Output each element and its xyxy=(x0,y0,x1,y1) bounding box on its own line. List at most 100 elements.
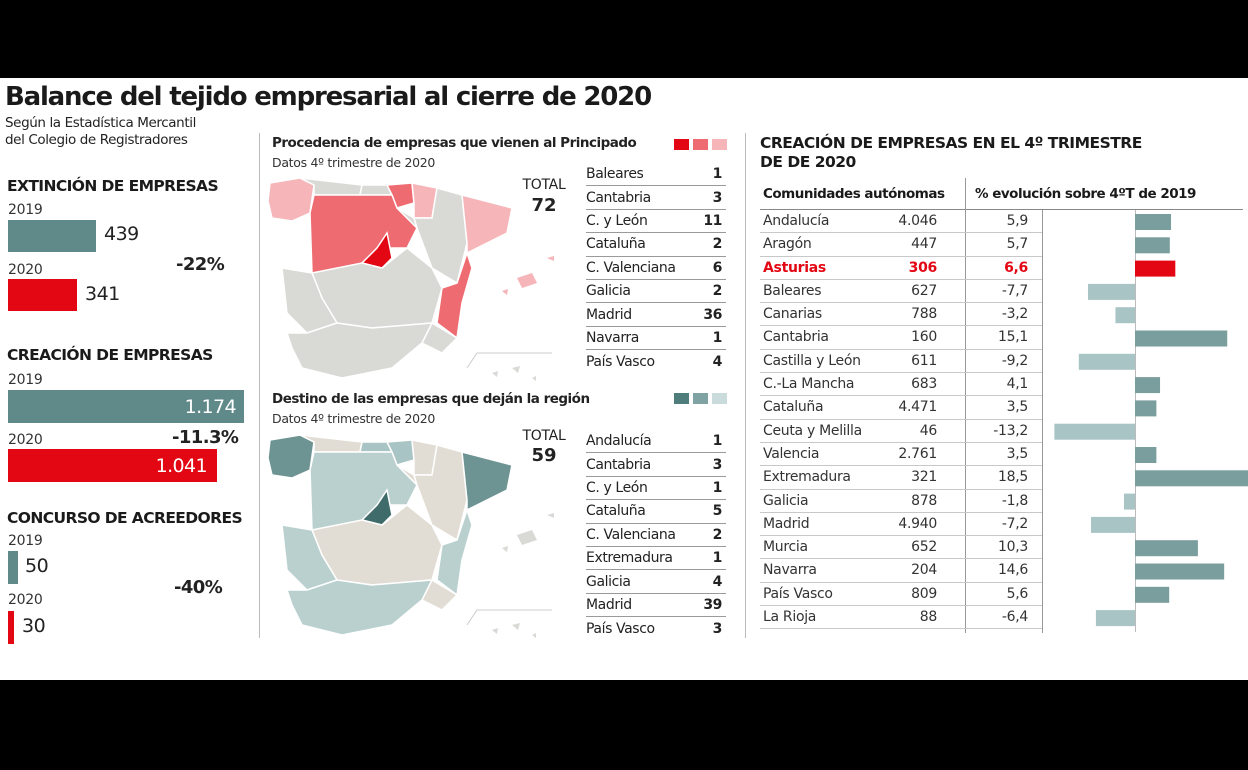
map-canarias-frame xyxy=(466,609,552,626)
procedencia-row: Baleares 1 xyxy=(586,163,726,187)
region-name: Valencia xyxy=(763,445,820,462)
region-name: Madrid xyxy=(763,515,810,532)
company-count: 88 xyxy=(919,609,938,626)
region-name: C.-La Mancha xyxy=(763,376,855,393)
company-count: 4.046 xyxy=(898,213,937,229)
procedencia-region: Navarra xyxy=(586,329,639,346)
subtitle-line-2: del Colegio de Registradores xyxy=(5,132,188,148)
destino-count: 4 xyxy=(712,573,723,590)
company-count: 652 xyxy=(911,539,937,556)
table-row: Valencia 2.761 3,5 xyxy=(760,443,1042,467)
table-row: Navarra 204 14,6 xyxy=(760,559,1042,583)
table-row: Baleares 627 -7,7 xyxy=(760,280,1042,304)
bar-valencia xyxy=(1135,447,1157,463)
region-name: Cantabria xyxy=(763,329,829,346)
destino-count: 3 xyxy=(712,620,723,637)
procedencia-total-label: TOTAL xyxy=(522,177,566,193)
creacion-2019-label: 2019 xyxy=(8,372,43,388)
page-subtitle: Según la Estadística Mercantil del Coleg… xyxy=(5,115,196,149)
table-row: Ceuta y Melilla 46 -13,2 xyxy=(760,420,1042,443)
procedencia-region: Madrid xyxy=(586,306,632,323)
map-andalucia xyxy=(285,322,434,379)
pct-change: 14,6 xyxy=(998,562,1028,579)
destino-count: 1 xyxy=(712,550,723,567)
creacion-2019-bar: 1.174 xyxy=(8,390,244,423)
bar-murcia xyxy=(1135,540,1198,557)
table-row: Andalucía 4.046 5,9 xyxy=(760,210,1042,234)
bar-c-la-mancha xyxy=(1135,377,1161,394)
procedencia-row: Cataluña 2 xyxy=(586,233,726,257)
company-count: 321 xyxy=(911,469,937,486)
procedencia-count: 1 xyxy=(712,329,723,346)
procedencia-map xyxy=(267,177,554,381)
table-row: La Rioja 88 -6,4 xyxy=(760,606,1042,630)
pct-change: -7,2 xyxy=(1001,515,1028,532)
destino-total-label: TOTAL xyxy=(522,428,566,444)
bar-castilla-y-le-n xyxy=(1078,353,1135,370)
table-row: Canarias 788 -3,2 xyxy=(760,303,1042,327)
procedencia-region: País Vasco xyxy=(586,353,655,370)
creacion-2020-value: 1.041 xyxy=(155,455,208,477)
procedencia-total: 72 xyxy=(531,195,557,216)
destino-region: País Vasco xyxy=(586,620,655,637)
company-count: 627 xyxy=(911,282,937,299)
destino-count: 1 xyxy=(712,433,723,450)
creacion-2019-value: 1.174 xyxy=(184,396,237,418)
concurso-2019-label: 2019 xyxy=(8,533,43,549)
map-baleares xyxy=(502,256,554,295)
bar-arag-n xyxy=(1135,237,1170,254)
table-row: Cantabria 160 15,1 xyxy=(760,326,1042,350)
extincion-change: -22% xyxy=(176,254,225,275)
procedencia-count: 3 xyxy=(712,189,723,206)
extincion-2020-bar xyxy=(8,279,77,311)
subtitle-line-1: Según la Estadística Mercantil xyxy=(5,115,196,131)
destino-table: Andalucía 1 Cantabria 3 C. y León 1 Cataluña 5 C… xyxy=(586,430,726,641)
destino-title: Destino de las empresas que deján la reg… xyxy=(272,391,590,407)
procedencia-row: Madrid 36 xyxy=(586,303,726,327)
creacion-2020-bar: 1.041 xyxy=(8,449,217,482)
evolucion-bar-chart xyxy=(1054,214,1248,627)
procedencia-subtitle: Datos 4º trimestre de 2020 xyxy=(272,155,436,170)
table-row: Aragón 447 5,7 xyxy=(760,233,1042,257)
concurso-2020-label: 2020 xyxy=(8,592,43,608)
destino-count: 3 xyxy=(712,456,723,473)
procedencia-region: Cataluña xyxy=(586,236,646,253)
region-name: Galicia xyxy=(763,492,809,509)
destino-row: País Vasco 3 xyxy=(586,617,726,640)
table-row: Castilla y León 611 -9,2 xyxy=(760,350,1042,374)
destino-region: C. y León xyxy=(586,479,648,496)
bar-galicia xyxy=(1124,493,1135,510)
map-canarias xyxy=(492,623,536,638)
region-name: Aragón xyxy=(763,236,812,253)
pct-change: -9,2 xyxy=(1001,352,1028,369)
bar-baleares xyxy=(1087,283,1135,300)
pct-change: 10,3 xyxy=(998,539,1028,556)
destino-count: 2 xyxy=(712,526,723,543)
concurso-2019-bar xyxy=(8,551,18,584)
table-row: Galicia 878 -1,8 xyxy=(760,490,1042,513)
procedencia-row: C. Valenciana 6 xyxy=(586,257,726,280)
destino-row: Cantabria 3 xyxy=(586,453,726,477)
destino-row: C. Valenciana 2 xyxy=(586,524,726,547)
destino-region: Cantabria xyxy=(586,456,651,473)
destino-subtitle: Datos 4º trimestre de 2020 xyxy=(272,411,436,426)
destino-count: 1 xyxy=(712,479,723,496)
region-name: Baleares xyxy=(763,282,822,299)
procedencia-count: 2 xyxy=(712,236,723,253)
page-title: Balance del tejido empresarial al cierre… xyxy=(5,82,652,112)
procedencia-count: 1 xyxy=(712,166,723,183)
region-name: Navarra xyxy=(763,562,817,579)
region-name: Andalucía xyxy=(763,213,830,229)
pct-change: 3,5 xyxy=(1006,445,1029,462)
bar-pa-s-vasco xyxy=(1135,586,1170,603)
procedencia-count: 6 xyxy=(712,259,723,276)
region-name: País Vasco xyxy=(763,585,833,602)
map-valencia xyxy=(436,507,473,597)
destino-row: Andalucía 1 xyxy=(586,430,726,454)
concurso-change: -40% xyxy=(174,577,223,598)
destino-region: Extremadura xyxy=(586,550,673,567)
region-name: Canarias xyxy=(763,306,822,323)
concurso-2019-value: 50 xyxy=(25,555,49,577)
bar-canarias xyxy=(1115,307,1135,324)
creacion-change: -11.3% xyxy=(172,427,239,448)
